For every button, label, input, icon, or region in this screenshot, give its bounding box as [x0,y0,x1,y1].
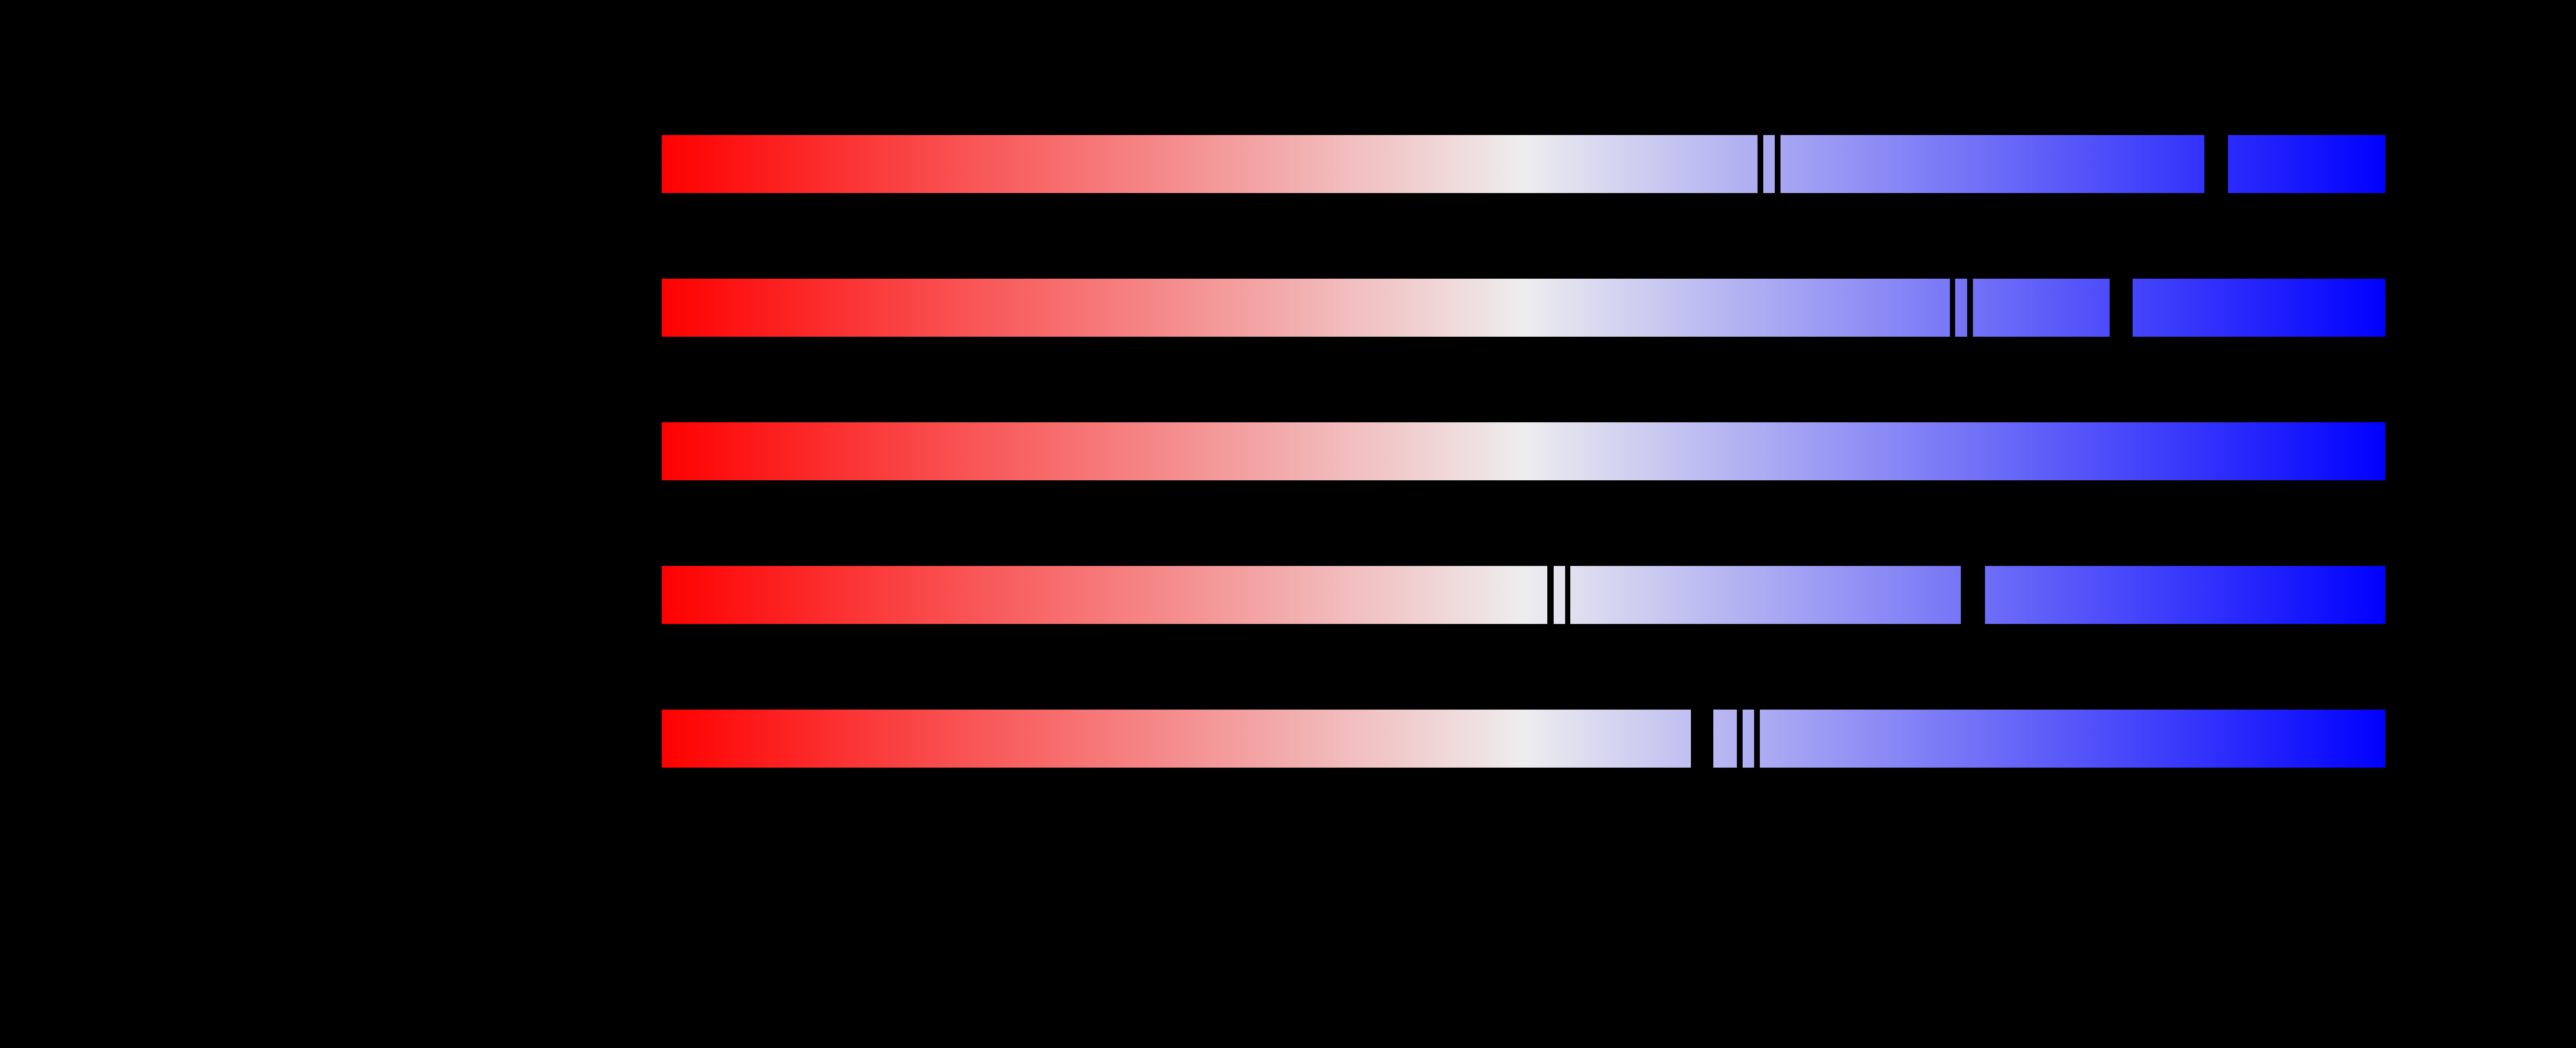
thick-marker-tick [1960,566,1985,624]
thin-marker-tick [1774,135,1781,193]
thin-marker-tick [1754,710,1760,768]
thick-marker-tick [2109,279,2133,337]
thin-marker-tick [1565,566,1571,624]
gradient-bar-row [662,566,2385,624]
thick-marker-tick [2204,135,2228,193]
thick-marker-tick [1690,710,1713,768]
gradient-bar-row [662,279,2385,337]
thin-marker-tick [1757,135,1763,193]
gradient-bar-row [662,422,2385,480]
thin-marker-tick [1547,566,1554,624]
gradient-bar-row [662,710,2385,768]
gradient-bar-row [662,135,2385,193]
thin-marker-tick [1949,279,1955,337]
thin-marker-tick [1967,279,1973,337]
thin-marker-tick [1736,710,1743,768]
